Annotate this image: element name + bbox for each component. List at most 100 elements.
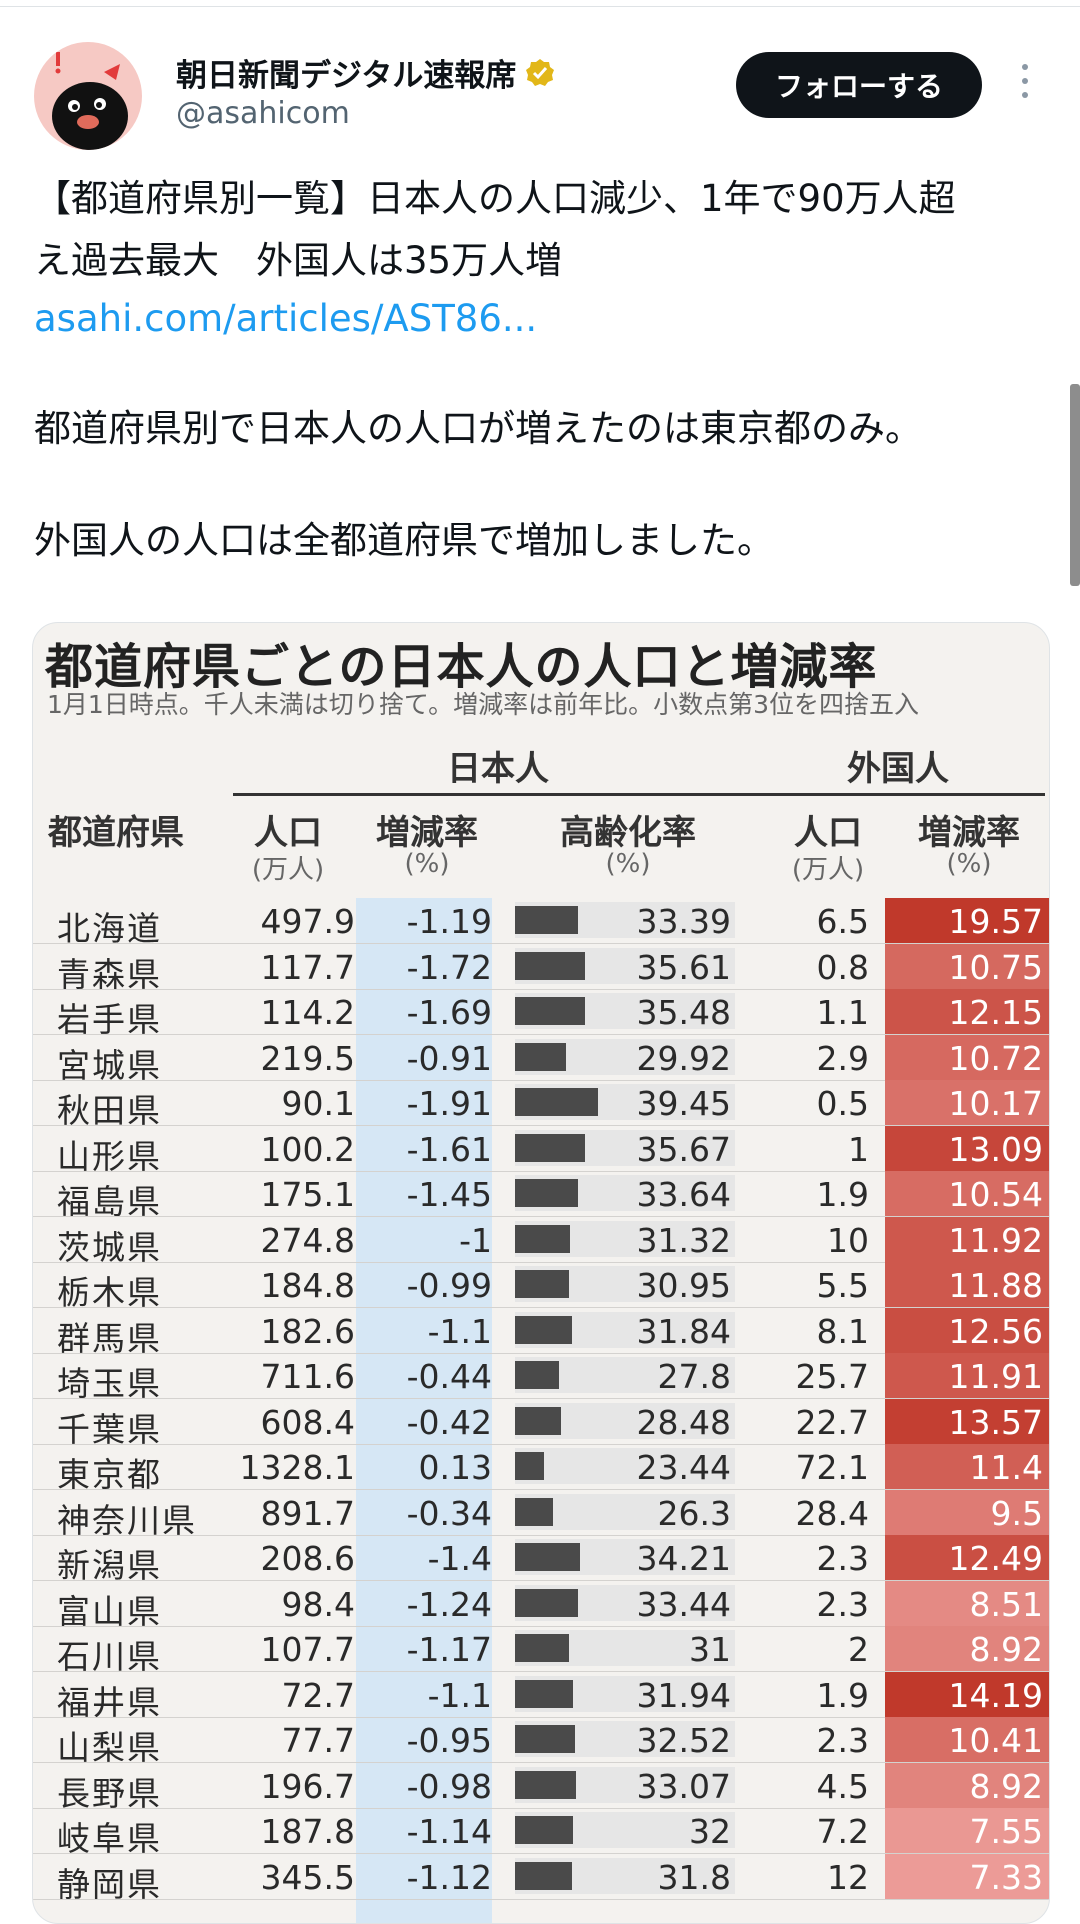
header-aging: 高齢化率 bbox=[560, 813, 696, 853]
aging-rate-cell: 26.3 bbox=[657, 1493, 731, 1533]
prefecture-cell: 千葉県 bbox=[57, 1409, 162, 1449]
foreign-population-cell: 1.1 bbox=[816, 993, 869, 1032]
aging-rate-cell: 32 bbox=[689, 1812, 731, 1851]
foreign-rate-cell-bg bbox=[885, 1762, 1049, 1808]
table-title: 都道府県ごとの日本人の人口と増減率 bbox=[45, 639, 878, 695]
post-link[interactable]: asahi.com/articles/AST86... bbox=[34, 297, 538, 340]
foreign-rate-cell-bg bbox=[885, 989, 1049, 1035]
prefecture-cell: 群馬県 bbox=[57, 1318, 162, 1358]
row-divider bbox=[33, 1170, 1049, 1172]
aging-rate-cell: 23.44 bbox=[636, 1448, 731, 1487]
follow-button[interactable]: フォローする bbox=[736, 52, 982, 118]
header-rate-unit: (%) bbox=[404, 849, 450, 879]
account-name-text[interactable]: 朝日新聞デジタル速報席 bbox=[176, 58, 517, 94]
population-cell: 196.7 bbox=[260, 1766, 355, 1806]
aging-bar bbox=[515, 1133, 585, 1162]
header-aging-unit: (%) bbox=[605, 849, 651, 879]
foreign-population-cell: 4.5 bbox=[816, 1766, 869, 1806]
aging-bar bbox=[515, 1816, 573, 1844]
aging-bar bbox=[515, 1861, 572, 1890]
aging-bar bbox=[515, 1042, 566, 1071]
header-rate: 増減率 bbox=[376, 813, 478, 853]
population-cell: 274.8 bbox=[260, 1220, 355, 1260]
table-row: 富山県 98.4 -1.24 33.44 2.3 8.51 bbox=[33, 1580, 1049, 1631]
foreign-rate-cell: 7.33 bbox=[969, 1857, 1043, 1897]
scrollbar[interactable] bbox=[1070, 384, 1080, 586]
foreign-population-cell: 28.4 bbox=[795, 1493, 869, 1533]
foreign-population-cell: 2 bbox=[848, 1630, 869, 1669]
post-text-line1: 【都道府県別一覧】日本人の人口減少、1年で90万人超 bbox=[34, 177, 956, 220]
foreign-rate-cell-bg bbox=[885, 1535, 1049, 1581]
foreign-population-cell: 2.3 bbox=[816, 1539, 869, 1578]
aging-bar bbox=[515, 997, 585, 1025]
prefecture-cell: 福島県 bbox=[57, 1182, 162, 1221]
group-foreign-rule bbox=[755, 793, 1045, 796]
account-name[interactable]: 朝日新聞デジタル速報席 bbox=[176, 50, 556, 95]
foreign-rate-cell-bg bbox=[885, 1216, 1049, 1262]
foreign-population-cell: 6.5 bbox=[816, 902, 869, 941]
more-options-icon[interactable] bbox=[1014, 64, 1036, 108]
table-row: 栃木県 184.8 -0.99 30.95 5.5 11.88 bbox=[33, 1262, 1049, 1312]
table-row: 宮城県 219.5 -0.91 29.92 2.9 10.72 bbox=[33, 1034, 1049, 1085]
row-divider bbox=[33, 1580, 1049, 1581]
foreign-rate-cell-bg bbox=[885, 1080, 1049, 1126]
population-cell: 90.1 bbox=[281, 1084, 355, 1123]
foreign-population-cell: 2.3 bbox=[816, 1721, 869, 1760]
header-fpop-unit: (万人) bbox=[791, 855, 865, 885]
foreign-rate-cell: 10.72 bbox=[948, 1038, 1043, 1078]
aging-rate-cell: 31.94 bbox=[636, 1675, 731, 1715]
table-row: 埼玉県 711.6 -0.44 27.8 25.7 11.91 bbox=[33, 1353, 1049, 1403]
prefecture-cell: 石川県 bbox=[57, 1637, 162, 1676]
rate-cell: -1.17 bbox=[406, 1630, 492, 1669]
prefecture-cell: 宮城県 bbox=[57, 1045, 162, 1085]
row-divider bbox=[33, 1671, 1049, 1672]
prefecture-cell: 青森県 bbox=[57, 954, 162, 994]
table-row: 神奈川県 891.7 -0.34 26.3 28.4 9.5 bbox=[33, 1489, 1049, 1540]
table-row: 群馬県 182.6 -1.1 31.84 8.1 12.56 bbox=[33, 1307, 1049, 1358]
table-row: 山形県 100.2 -1.61 35.67 1 13.09 bbox=[33, 1125, 1049, 1176]
table-row: 岩手県 114.2 -1.69 35.48 1.1 12.15 bbox=[33, 989, 1049, 1039]
rate-cell: -1.1 bbox=[427, 1675, 492, 1715]
account-handle[interactable]: @asahicom bbox=[176, 96, 350, 131]
foreign-rate-cell-bg bbox=[885, 943, 1049, 989]
foreign-rate-cell: 11.91 bbox=[948, 1357, 1043, 1396]
prefecture-cell: 新潟県 bbox=[57, 1546, 162, 1585]
aging-rate-cell: 31 bbox=[689, 1630, 731, 1669]
table-row: 岐阜県 187.8 -1.14 32 7.2 7.55 bbox=[33, 1808, 1049, 1858]
foreign-population-cell: 10 bbox=[827, 1220, 869, 1260]
prefecture-cell: 岩手県 bbox=[57, 1000, 162, 1039]
prefecture-cell: 神奈川県 bbox=[57, 1500, 197, 1540]
aging-bar bbox=[515, 1224, 570, 1253]
foreign-rate-cell-bg bbox=[885, 1717, 1049, 1763]
rate-cell: -1.14 bbox=[406, 1812, 492, 1851]
foreign-rate-cell-bg bbox=[885, 1626, 1049, 1672]
foreign-population-cell: 2.9 bbox=[816, 1038, 869, 1078]
aging-rate-cell: 33.64 bbox=[636, 1175, 731, 1214]
aging-bar bbox=[515, 1725, 575, 1753]
prefecture-cell: 秋田県 bbox=[57, 1091, 162, 1130]
aging-rate-cell: 27.8 bbox=[657, 1357, 731, 1396]
foreign-rate-cell: 12.15 bbox=[948, 993, 1043, 1032]
foreign-population-cell: 0.8 bbox=[816, 947, 869, 987]
row-divider bbox=[33, 1125, 1049, 1126]
group-japanese: 日本人 bbox=[447, 749, 549, 789]
aging-rate-cell: 28.48 bbox=[636, 1402, 731, 1442]
rate-cell: -0.42 bbox=[406, 1402, 492, 1442]
prefecture-cell: 福井県 bbox=[57, 1682, 162, 1722]
group-foreign: 外国人 bbox=[847, 749, 949, 789]
foreign-rate-cell: 10.41 bbox=[948, 1721, 1043, 1760]
post-image-table[interactable]: 都道府県ごとの日本人の人口と増減率 1月1日時点。千人未満は切り捨て。増減率は前… bbox=[32, 622, 1050, 1924]
rate-cell: -1.69 bbox=[406, 993, 492, 1032]
population-cell: 175.1 bbox=[260, 1175, 355, 1214]
post-paragraph-3: 外国人の人口は全都道府県で増加しました。 bbox=[34, 519, 774, 562]
row-divider bbox=[33, 1807, 1049, 1809]
aging-bar-track bbox=[515, 1448, 735, 1484]
row-divider bbox=[33, 943, 1049, 944]
avatar[interactable] bbox=[34, 42, 142, 150]
row-divider bbox=[33, 1034, 1049, 1035]
foreign-rate-cell-bg bbox=[885, 1444, 1049, 1490]
aging-bar bbox=[515, 1679, 573, 1708]
foreign-population-cell: 0.5 bbox=[816, 1084, 869, 1123]
aging-bar bbox=[515, 1361, 559, 1389]
row-divider bbox=[33, 1261, 1049, 1263]
